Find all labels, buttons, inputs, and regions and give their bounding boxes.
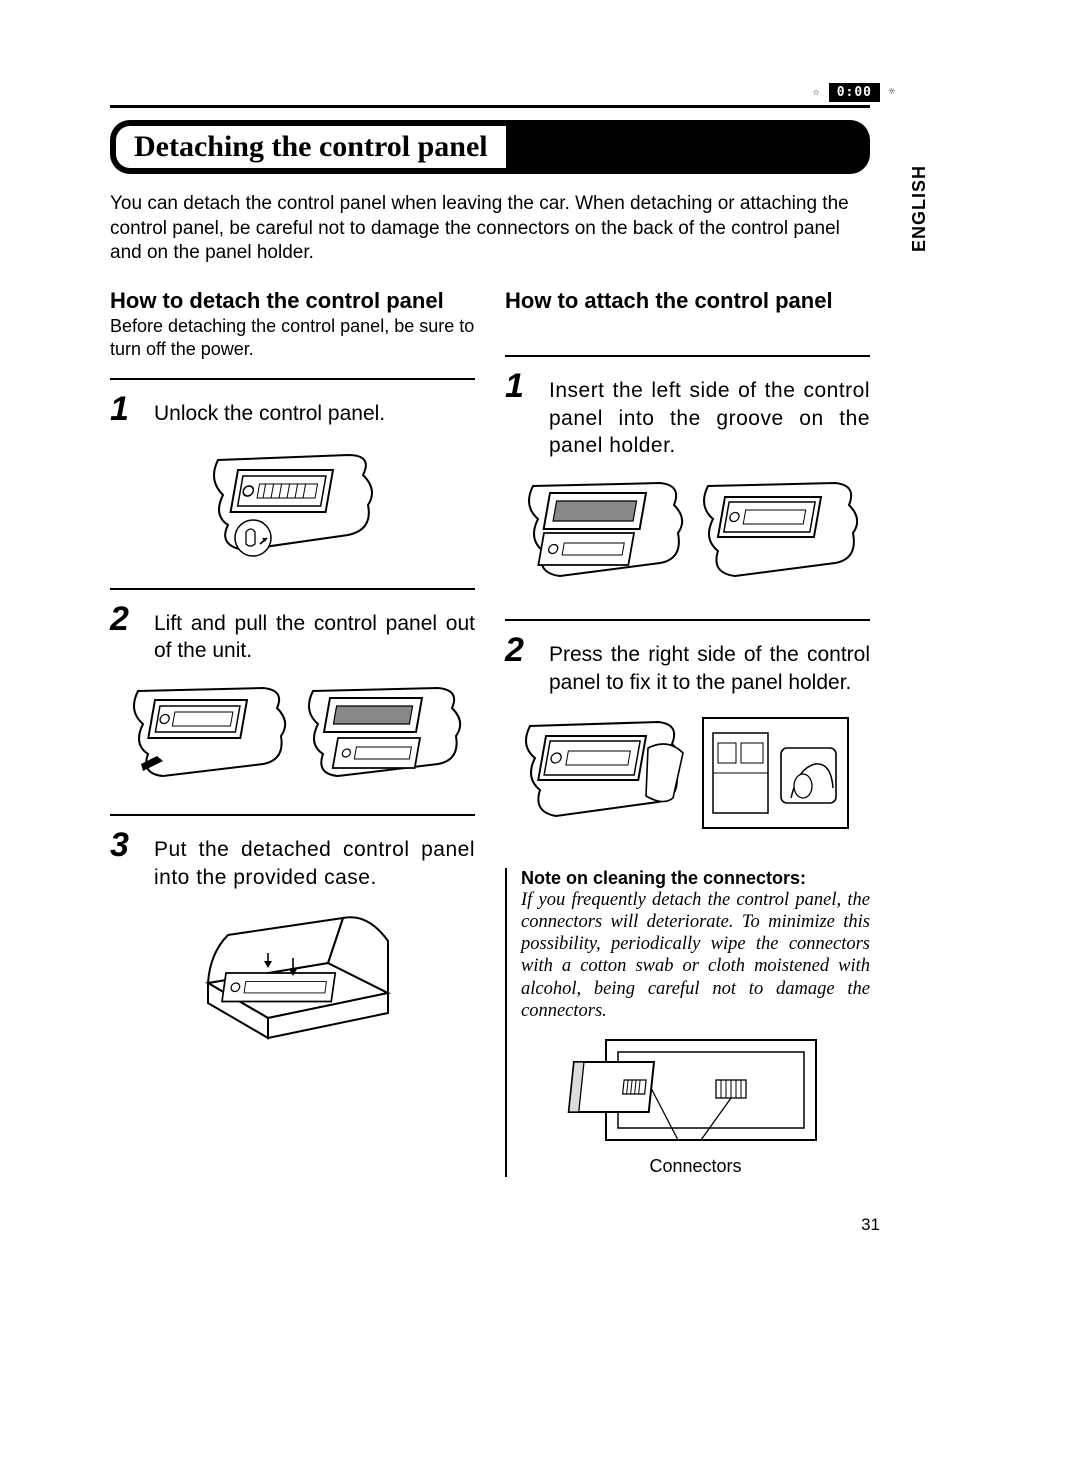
- language-tab: ENGLISH: [909, 165, 930, 252]
- step-number: 1: [505, 369, 535, 403]
- step-text: Insert the left side of the control pane…: [549, 377, 870, 459]
- top-rule: [110, 105, 870, 108]
- attach-step-2: 2 Press the right side of the control pa…: [505, 627, 870, 696]
- detach-figure-2: [110, 676, 475, 796]
- note-box: Note on cleaning the connectors: If you …: [505, 868, 870, 1177]
- page-number: 31: [861, 1215, 880, 1235]
- header-badge: 0:00: [829, 83, 880, 102]
- note-title: Note on cleaning the connectors:: [521, 868, 870, 889]
- step-rule: [110, 588, 475, 590]
- left-note: Before detaching the control panel, be s…: [110, 315, 475, 360]
- right-column: How to attach the control panel 1 Insert…: [505, 288, 870, 1177]
- section-title: Detaching the control panel: [116, 126, 506, 168]
- detach-step-2: 2 Lift and pull the control panel out of…: [110, 596, 475, 665]
- connectors-figure: [521, 1032, 870, 1152]
- detach-step-1: 1 Unlock the control panel.: [110, 386, 475, 427]
- step-rule: [110, 814, 475, 816]
- step-number: 3: [110, 828, 140, 862]
- intro-text: You can detach the control panel when le…: [110, 192, 870, 266]
- note-body: If you frequently detach the control pan…: [521, 889, 870, 1022]
- left-heading: How to detach the control panel: [110, 288, 475, 313]
- detach-figure-3: [110, 903, 475, 1053]
- step-number: 2: [110, 602, 140, 636]
- step-rule: [110, 378, 475, 380]
- step-text: Unlock the control panel.: [154, 400, 385, 427]
- step-number: 1: [110, 392, 140, 426]
- attach-figure-1: [505, 471, 870, 601]
- two-column-layout: How to detach the control panel Before d…: [110, 288, 870, 1177]
- page-content: 0:00 Detaching the control panel ENGLISH…: [110, 105, 870, 1177]
- attach-figure-2: [505, 708, 870, 848]
- section-title-bar: Detaching the control panel: [110, 120, 870, 174]
- step-text: Lift and pull the control panel out of t…: [154, 610, 475, 665]
- right-heading: How to attach the control panel: [505, 288, 870, 313]
- left-column: How to detach the control panel Before d…: [110, 288, 475, 1177]
- attach-step-1: 1 Insert the left side of the control pa…: [505, 363, 870, 459]
- detach-figure-1: [110, 440, 475, 570]
- step-rule: [505, 619, 870, 621]
- step-number: 2: [505, 633, 535, 667]
- step-text: Press the right side of the control pane…: [549, 641, 870, 696]
- connectors-label: Connectors: [521, 1156, 870, 1177]
- step-text: Put the detached control panel into the …: [154, 836, 475, 891]
- step-rule: [505, 355, 870, 357]
- detach-step-3: 3 Put the detached control panel into th…: [110, 822, 475, 891]
